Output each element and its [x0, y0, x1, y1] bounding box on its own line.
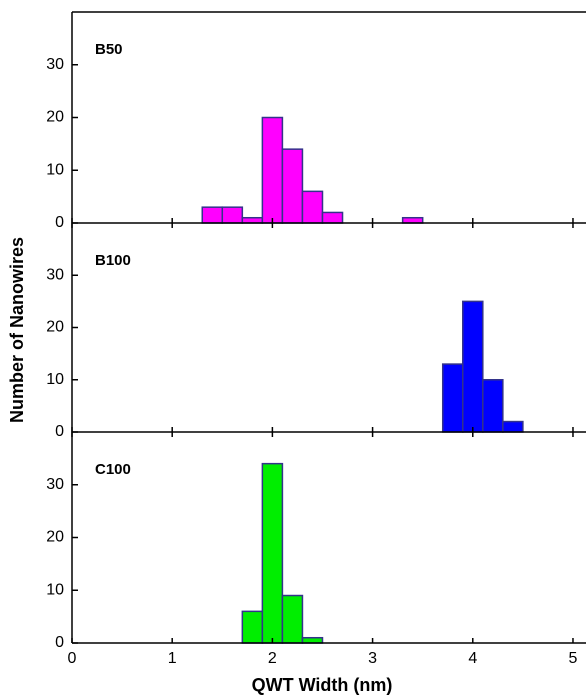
y-tick-label: 10 [46, 161, 64, 178]
x-axis-label: QWT Width (nm) [252, 675, 393, 695]
x-tick-label: 5 [569, 650, 578, 667]
bar [301, 190, 324, 224]
bar [281, 148, 304, 224]
y-tick-label: 0 [55, 634, 64, 651]
bar [221, 206, 244, 224]
bar [241, 610, 264, 644]
y-tick-label: 10 [46, 371, 64, 388]
x-tick-label: 1 [168, 650, 177, 667]
y-axis-label: Number of Nanowires [7, 237, 27, 423]
bar [241, 216, 264, 224]
panel-label: B50 [95, 41, 123, 58]
bar [321, 211, 344, 224]
bar [441, 363, 464, 433]
bar [201, 206, 224, 224]
x-tick-label: 0 [68, 650, 77, 667]
bar [401, 216, 424, 224]
y-tick-label: 10 [46, 581, 64, 598]
x-tick-label: 4 [468, 650, 477, 667]
y-tick-label: 20 [46, 529, 64, 546]
bar [261, 116, 284, 224]
bar [301, 636, 324, 644]
bar [261, 462, 284, 644]
y-tick-label: 30 [46, 476, 64, 493]
panel-label: B100 [95, 252, 131, 269]
x-tick-label: 3 [368, 650, 377, 667]
panel-label: C100 [95, 461, 131, 478]
y-tick-label: 0 [55, 423, 64, 440]
bar [502, 420, 524, 433]
bar [462, 300, 484, 433]
bar [482, 379, 504, 433]
bar [281, 594, 304, 644]
y-tick-label: 30 [46, 266, 64, 283]
y-tick-label: 20 [46, 109, 64, 126]
y-tick-label: 0 [55, 214, 64, 231]
y-tick-label: 20 [46, 319, 64, 336]
y-tick-label: 30 [46, 56, 64, 73]
x-tick-label: 2 [268, 650, 277, 667]
